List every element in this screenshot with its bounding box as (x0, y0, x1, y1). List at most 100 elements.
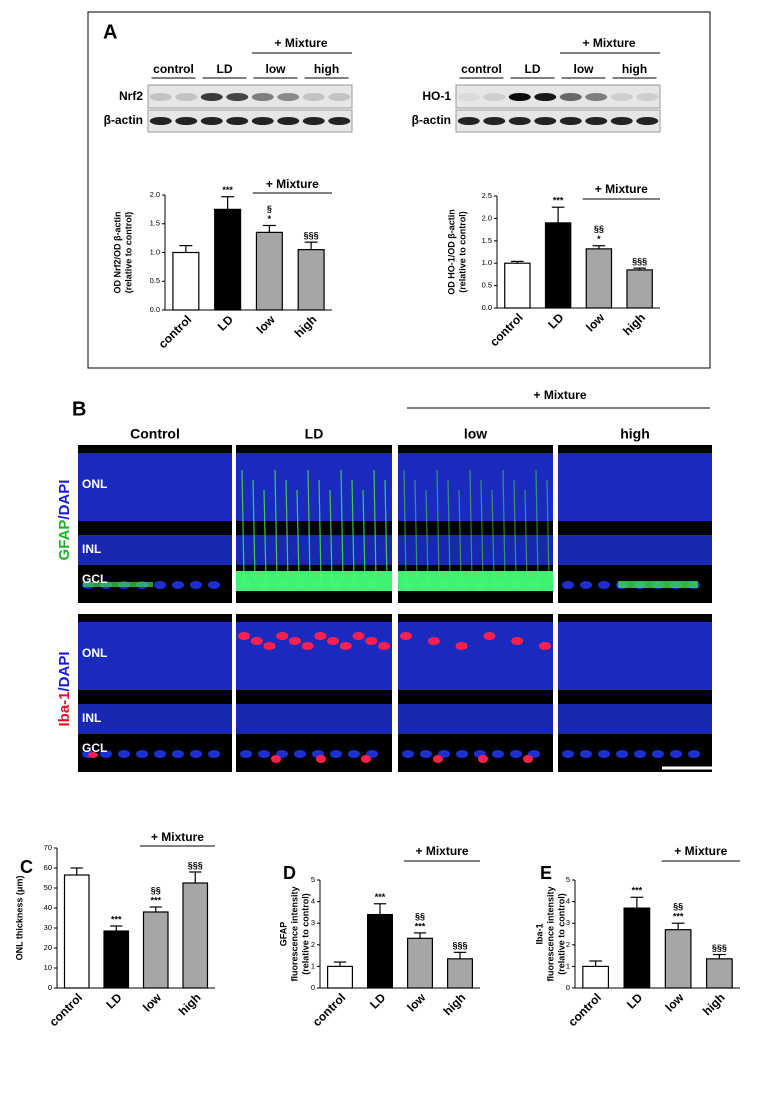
y-tick-label: 4 (311, 897, 315, 906)
y-tick-label: 3 (311, 918, 315, 927)
gcl-cell (598, 581, 610, 589)
significance-label: *** (632, 886, 643, 896)
y-tick-label: 0 (311, 983, 315, 992)
microglia (250, 637, 263, 645)
blot-strip (455, 84, 661, 109)
y-axis-label: ONL thickness (μm) (14, 876, 24, 961)
y-tick-label: 2.5 (482, 191, 492, 200)
blot-target: Nrf2 (119, 89, 143, 103)
bar (367, 913, 394, 989)
layer-label: ONL (82, 646, 107, 660)
y-tick-label: 0 (48, 983, 52, 992)
blot-band (636, 117, 659, 125)
gcl-cell (598, 750, 610, 758)
gfap-fiber (546, 479, 550, 581)
blot-band (175, 93, 198, 101)
blot-band (302, 117, 325, 125)
significance-label: *** (553, 196, 564, 206)
gcl-cell (634, 750, 646, 758)
x-tick-label: high (700, 990, 728, 1018)
gfap-fiber (535, 469, 539, 581)
blot-strip (147, 84, 353, 109)
group-label: high (622, 62, 647, 76)
row-counterstain: /DAPI (56, 651, 73, 691)
blot-band (610, 93, 633, 101)
blot-band (200, 117, 223, 125)
microglia (301, 642, 314, 650)
gcl-cell (136, 750, 148, 758)
bar (182, 882, 209, 989)
x-tick-label: control (156, 312, 195, 351)
y-tick-label: 0.5 (150, 276, 160, 285)
panel-label: E (540, 863, 552, 883)
x-tick-label: control (487, 310, 526, 349)
significance-label: §§§ (632, 257, 647, 267)
blot-band (483, 93, 506, 101)
gfap-fiber (491, 489, 495, 581)
row-label: GFAP/DAPI (56, 480, 73, 561)
microglia (88, 752, 98, 758)
gcl-cell (154, 750, 166, 758)
blot-strip (455, 109, 661, 133)
gfap-fiber (373, 469, 377, 581)
onl-band (398, 622, 553, 690)
significance-label: *** (415, 921, 426, 931)
bar (327, 965, 354, 989)
gfap-fiber (263, 489, 267, 581)
y-axis-label: OD Nrf2/OD β-actin (112, 211, 122, 293)
gfap-band (83, 582, 153, 587)
bar (172, 251, 200, 311)
y-tick-label: 20 (44, 943, 52, 952)
gfap-fiber (480, 479, 484, 581)
y-axis-label: OD HO-1/OD β-actin (446, 209, 456, 295)
gcl-cell (580, 750, 592, 758)
y-tick-label: 1 (566, 961, 570, 970)
gcl-cell (562, 581, 574, 589)
treatment-label: + Mixture (274, 36, 327, 50)
gcl-cell (688, 750, 700, 758)
blot-target: HO-1 (422, 89, 451, 103)
microglia (511, 637, 524, 645)
blot-band (585, 117, 608, 125)
treatment-label: + Mixture (266, 177, 319, 191)
gfap-fiber (252, 479, 256, 581)
microglia (339, 642, 352, 650)
bar (103, 930, 130, 989)
x-tick-label: LD (367, 990, 388, 1011)
bar (705, 958, 733, 989)
gcl-cell (258, 750, 270, 758)
significance-label: §§§ (452, 941, 467, 951)
gcl-cell (670, 750, 682, 758)
gcl-cell (190, 581, 202, 589)
y-tick-label: 0.5 (482, 281, 492, 290)
gcl-cell (330, 750, 342, 758)
blot-band (457, 93, 480, 101)
treatment-label: + Mixture (595, 182, 648, 196)
x-tick-label: control (310, 990, 349, 1029)
significance-label: *** (111, 914, 122, 924)
x-tick-label: LD (103, 990, 124, 1011)
significance-label: *** (673, 912, 684, 922)
gcl-cell (580, 581, 592, 589)
onl-band (78, 622, 232, 690)
bar (664, 929, 692, 989)
y-tick-label: 1 (311, 961, 315, 970)
significance-label: §§§ (188, 860, 203, 870)
microglia (483, 632, 496, 640)
gcl-cell (172, 581, 184, 589)
inl-band (236, 704, 392, 734)
column-label: high (620, 426, 650, 442)
y-axis-label: Iba-1 (534, 923, 544, 944)
gfap-fiber (414, 479, 418, 581)
significance-label: *** (150, 895, 161, 905)
y-tick-label: 2.0 (150, 190, 160, 199)
onl-band (398, 453, 553, 521)
blot-band (328, 93, 351, 101)
y-tick-label: 0.0 (150, 305, 160, 314)
gcl-cell (348, 750, 360, 758)
gcl-cell (510, 750, 522, 758)
group-label: low (266, 62, 287, 76)
x-tick-label: LD (215, 312, 236, 333)
blot-band (508, 93, 531, 101)
